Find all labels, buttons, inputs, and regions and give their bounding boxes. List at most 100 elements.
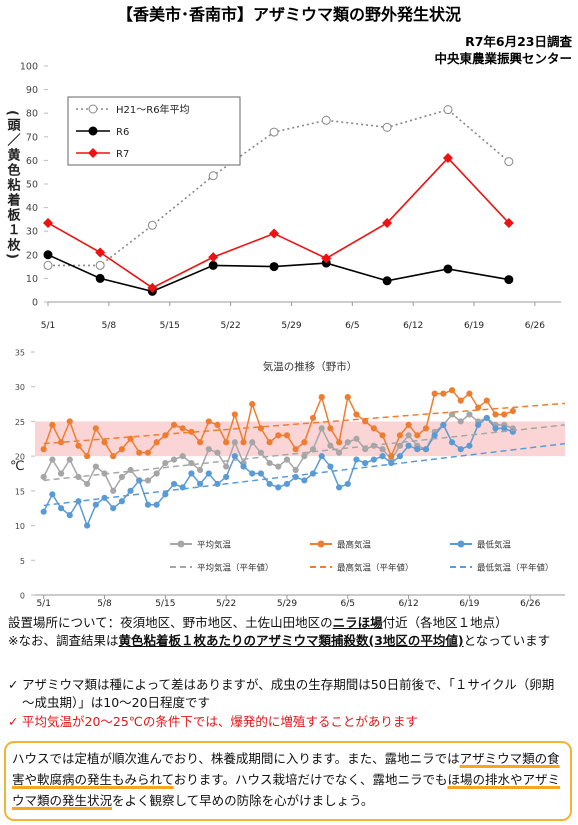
marker [57,505,65,512]
x-tick-label: 5/29 [277,599,297,609]
marker [344,480,351,488]
marker [321,115,331,125]
marker [118,473,125,481]
y-tick-label: 35 [15,349,25,358]
marker [466,411,473,418]
marker [57,470,65,477]
marker [327,442,334,449]
marker [414,432,421,439]
marker [327,425,334,432]
marker [196,466,204,474]
marker [292,446,299,453]
text: ※なお、調査結果は [8,633,119,648]
marker [118,446,125,453]
marker [40,446,47,453]
marker [101,439,108,446]
y-axis-label: ℃ [10,459,25,474]
marker [223,439,230,446]
organization: 中央東農業振興センター [434,51,572,66]
marker [147,282,158,293]
survey-date: R7年6月23日調査 [465,34,572,49]
text: 設置場所について：夜須地区、野市地区、土佐山田地区の [8,615,333,630]
marker [266,459,273,467]
marker [144,449,152,456]
legend-label: 平均気温 [197,540,232,551]
marker [223,463,230,470]
marker [170,456,178,463]
marker [382,122,392,132]
marker [249,470,256,477]
marker [344,394,351,401]
y-tick-label: 70 [26,132,38,143]
x-tick-label: 5/29 [281,321,301,331]
marker [269,127,279,137]
marker [223,473,230,481]
marker [269,228,280,239]
bullet: ✓ アザミウマ類は種によって差はありますが、成虫の生存期間は50日前後で、「１サイ… [8,676,562,712]
marker [275,463,282,470]
marker [266,439,273,446]
marker [382,276,392,286]
marker [292,466,299,474]
marker [92,463,99,470]
marker [95,260,105,270]
x-tick-label: 5/22 [220,321,240,331]
marker [66,456,73,463]
marker [382,217,393,228]
marker [301,477,308,484]
marker [475,421,482,428]
marker [84,522,91,529]
marker [147,220,157,230]
marker [431,432,438,439]
y-tick-label: 40 [26,203,38,214]
text: ハウスでは定植が順次進んでおり、株養成期間に入ります。また、露地ニラでは [12,751,460,766]
x-tick-label: 6/5 [341,599,355,609]
marker [75,442,82,449]
marker [231,411,238,418]
marker [153,470,160,477]
marker [196,480,204,488]
marker [443,264,453,274]
x-tick-label: 6/12 [403,321,423,331]
legend-label: H21～R6年平均 [116,103,190,116]
marker [353,435,360,442]
marker [301,453,308,460]
marker [379,446,386,453]
marker [162,459,169,467]
series-line [47,254,509,293]
marker [266,480,273,488]
marker [492,411,499,418]
marker [208,252,219,263]
marker [49,421,56,428]
marker [370,425,377,432]
marker [335,439,343,446]
marker [188,470,195,477]
note: ※なお、調査結果は黄色粘着板１枚あたりのアザミウマ類捕殺数(3地区の平均値)とな… [8,632,553,650]
marker [396,453,404,460]
series-line [43,424,566,482]
x-tick-label: 6/12 [398,599,418,609]
marker [370,456,377,463]
marker [448,439,456,446]
marker [49,456,56,463]
marker [405,432,412,439]
marker [362,446,369,453]
marker [110,487,117,494]
marker [318,425,325,432]
text: 黄色粘着板１枚あたりのアザミウマ類捕殺数(3地区の平均値) [118,633,464,648]
text: 付近（各地区１地点） [382,615,508,630]
marker [492,425,499,432]
marker [466,442,473,449]
series-line [47,156,510,289]
marker [466,390,473,397]
marker [92,425,99,432]
marker [188,459,195,467]
marker [136,449,143,456]
y-tick-label: 80 [26,109,38,120]
marker [110,453,117,460]
marker [335,484,343,491]
marker [353,411,360,418]
marker [388,453,395,460]
legend-label: R6 [116,127,129,138]
marker [188,428,195,435]
